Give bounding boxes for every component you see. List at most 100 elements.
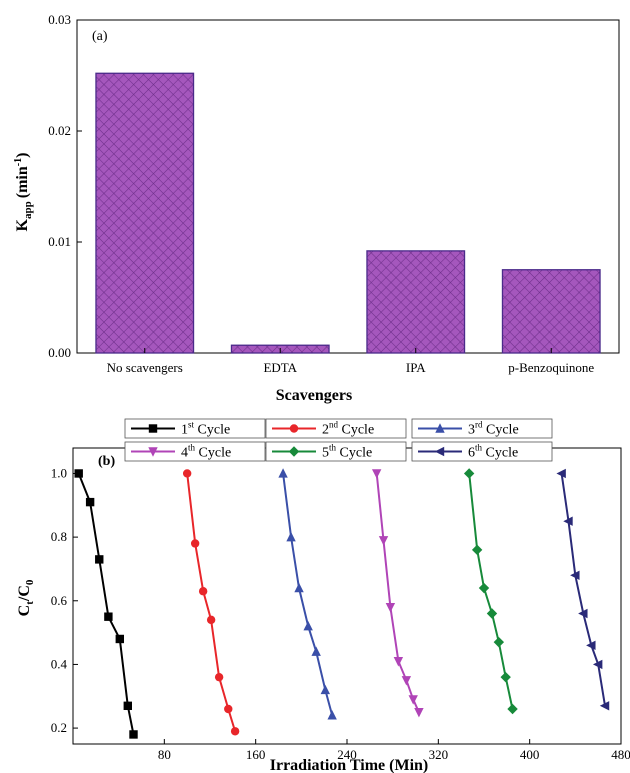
legend-label: 5th Cycle [322, 443, 372, 461]
y-axis-title-a: Kapp(min-1) [13, 153, 34, 232]
plot-frame-a [76, 19, 620, 354]
data-point [182, 469, 192, 478]
data-point [286, 531, 296, 542]
data-point [74, 469, 83, 478]
plot-frame-b [72, 447, 622, 745]
legend-marker [148, 424, 158, 433]
y-tick-label-b: 0.2 [51, 720, 67, 735]
x-tick-label-a: IPA [406, 360, 426, 375]
legend-item: 5th Cycle [265, 441, 407, 462]
x-axis-title-b: Irradiation Time (Min) [270, 757, 429, 773]
legend-item: 6th Cycle [411, 441, 553, 462]
data-point [214, 672, 224, 682]
data-point [570, 570, 580, 581]
y-tick-label-b: 0.6 [51, 593, 68, 608]
bar-chart-panel: (a) 0.00 0.01 0.02 0.03 No scavengers EDTA IP… [13, 12, 620, 404]
data-point [563, 516, 573, 526]
legend-item: 2nd Cycle [265, 418, 407, 439]
x-tick-label-b: 80 [158, 747, 171, 762]
x-axis-title-a: Scavengers [276, 387, 352, 404]
bar [366, 250, 466, 354]
data-point [592, 659, 603, 670]
y-tick-label-b: 0.4 [51, 656, 68, 671]
data-point [278, 468, 288, 478]
data-point [500, 671, 511, 683]
x-tick-label-b: 480 [611, 747, 630, 762]
legend-box [265, 441, 407, 462]
data-point [206, 615, 216, 625]
data-point [115, 634, 125, 644]
data-point [586, 640, 596, 651]
series-line [375, 473, 420, 713]
y-tick-label-b: 0.8 [51, 529, 67, 544]
data-point [198, 587, 208, 596]
legend-label: 1st Cycle [181, 420, 230, 438]
x-tick-label-b: 400 [520, 747, 540, 762]
legend-label: 4th Cycle [181, 443, 231, 461]
series-2 [182, 469, 240, 736]
data-point [463, 468, 475, 479]
data-point [129, 730, 138, 739]
x-tick-label-a: No scavengers [107, 360, 183, 375]
legend-label: 2nd Cycle [322, 420, 374, 438]
legend-label: 6th Cycle [468, 443, 518, 461]
data-point [224, 704, 233, 714]
x-tick-label-a: EDTA [263, 360, 297, 375]
bar [95, 72, 195, 354]
legend-item: 4th Cycle [124, 441, 266, 462]
legend-marker [148, 447, 158, 457]
data-point [327, 710, 337, 720]
series-5 [463, 468, 518, 715]
data-point [507, 703, 518, 715]
y-tick-label-a: 0.00 [48, 345, 71, 360]
data-point [378, 536, 389, 546]
legend-box [265, 418, 407, 439]
data-point [478, 582, 490, 594]
data-point [320, 684, 331, 695]
legend-marker [289, 424, 299, 433]
bar [501, 269, 601, 354]
legend-marker [434, 446, 445, 457]
line-chart-panel: (b) 1st Cycle 2nd Cycle 3rd Cycle 4th Cycle… [16, 418, 630, 773]
y-tick-label-a: 0.02 [48, 123, 71, 138]
data-point [414, 707, 424, 718]
data-point [230, 727, 240, 736]
panel-label-a: (a) [92, 29, 108, 44]
y-axis-title-b: Ct/C0 [16, 579, 36, 616]
legend-label: 3rd Cycle [468, 420, 519, 438]
y-tick-label-a: 0.03 [48, 12, 71, 27]
data-point [486, 608, 498, 619]
x-tick-label-b: 160 [246, 747, 266, 762]
data-point [578, 608, 588, 619]
data-point [190, 539, 200, 548]
series-1 [74, 469, 138, 739]
legend-box [411, 418, 553, 439]
data-point [104, 612, 113, 621]
y-tick-label-a: 0.01 [48, 234, 71, 249]
data-point [85, 497, 95, 507]
data-point [303, 621, 313, 631]
series-4 [371, 469, 424, 718]
x-tick-label-a: p-Benzoquinone [508, 360, 594, 375]
data-point [493, 636, 505, 648]
data-point [556, 468, 566, 479]
legend-box [124, 441, 266, 462]
series-line [560, 473, 606, 706]
data-point [95, 555, 104, 564]
y-tick-label-b: 1.0 [51, 465, 67, 480]
series-line [186, 473, 237, 732]
series-line [77, 473, 135, 735]
legend-marker [288, 446, 300, 457]
data-point [123, 701, 132, 711]
data-point [311, 646, 321, 656]
legend-box [124, 418, 266, 439]
legend-item: 3rd Cycle [411, 418, 553, 439]
data-point [471, 544, 483, 556]
data-point [294, 582, 304, 593]
legend-box [411, 441, 553, 462]
data-point [599, 701, 610, 711]
data-point [385, 602, 396, 613]
legend-marker [435, 423, 445, 433]
x-tick-label-b: 320 [429, 747, 449, 762]
